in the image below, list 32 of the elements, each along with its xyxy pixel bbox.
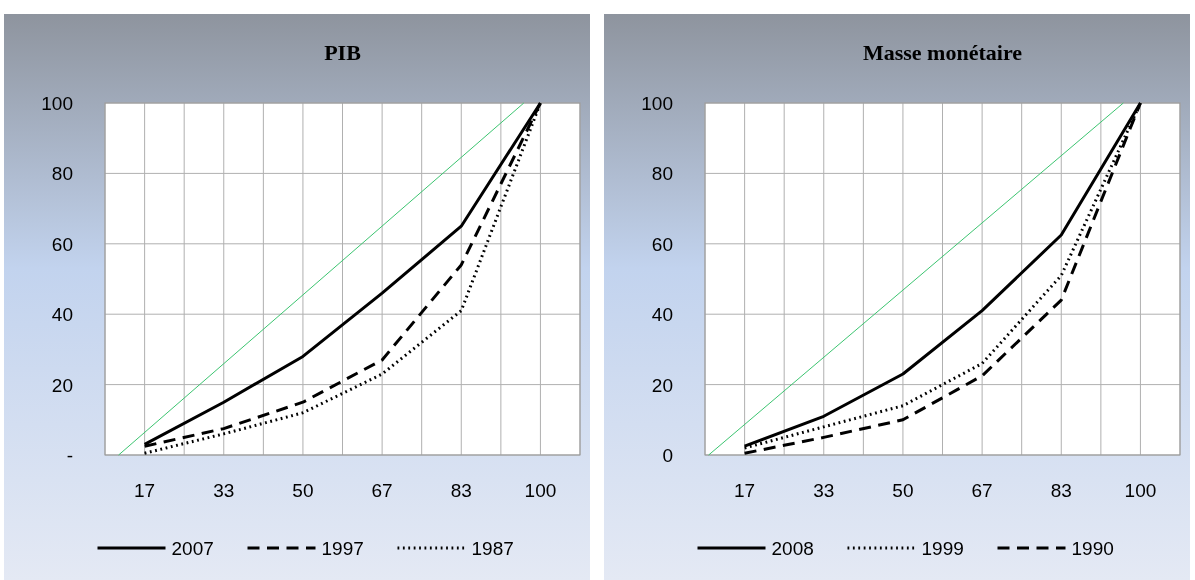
legend-label: 1997 xyxy=(321,538,364,559)
x-tick-label: 50 xyxy=(292,480,314,501)
y-tick-label: 40 xyxy=(651,304,673,326)
x-tick-label: 100 xyxy=(1124,480,1157,501)
y-tick-label: 20 xyxy=(651,374,673,396)
legend-label: 1990 xyxy=(1071,538,1114,559)
y-tick-label: - xyxy=(66,445,73,466)
x-tick-label: 67 xyxy=(371,480,393,501)
x-tick-label: 50 xyxy=(892,480,914,501)
y-tick-label: 80 xyxy=(651,163,673,185)
y-tick-label: 60 xyxy=(51,233,73,255)
x-tick-label: 33 xyxy=(813,480,835,501)
chart-title: Masse monétaire xyxy=(862,40,1023,65)
x-tick-label: 17 xyxy=(734,480,756,501)
y-tick-label: 20 xyxy=(51,374,73,396)
x-tick-label: 100 xyxy=(524,480,557,501)
x-tick-label: 67 xyxy=(971,480,993,501)
y-tick-label: 0 xyxy=(662,445,673,466)
y-tick-label: 40 xyxy=(51,304,73,326)
y-tick-label: 100 xyxy=(41,93,73,114)
x-tick-label: 33 xyxy=(213,480,235,501)
x-tick-label: 17 xyxy=(134,480,156,501)
x-tick-label: 83 xyxy=(450,480,472,501)
legend-label: 1999 xyxy=(921,538,964,559)
x-tick-label: 83 xyxy=(1050,480,1072,501)
legend-label: 1987 xyxy=(471,538,514,559)
legend-label: 2007 xyxy=(171,538,214,559)
y-tick-label: 100 xyxy=(641,93,673,114)
y-tick-label: 80 xyxy=(51,163,73,185)
y-tick-label: 60 xyxy=(651,233,673,255)
chart-title: PIB xyxy=(324,40,362,65)
legend-label: 2008 xyxy=(771,538,814,559)
